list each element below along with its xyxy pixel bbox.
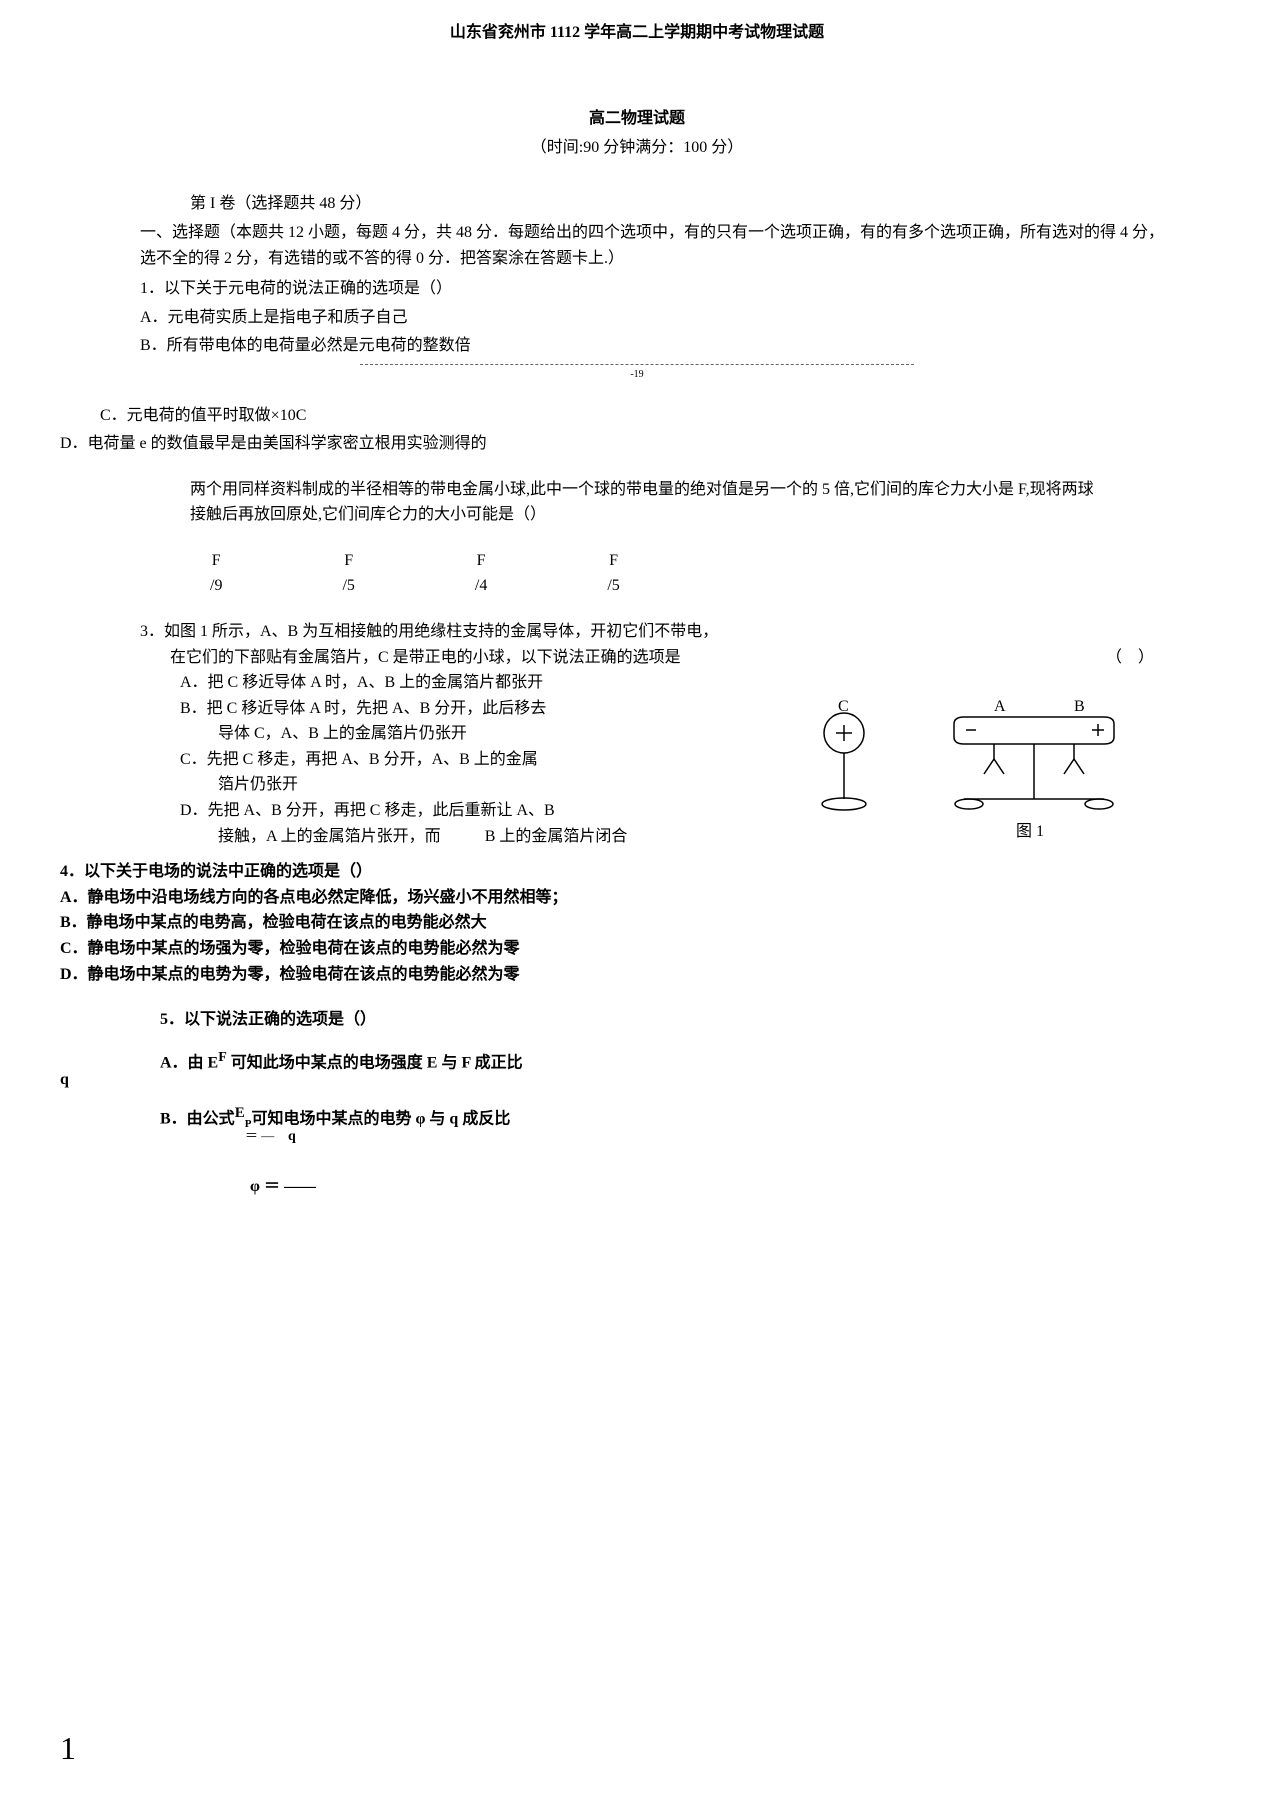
q4-stem: 4．以下关于电场的说法中正确的选项是（） (60, 859, 1214, 885)
divider (360, 364, 914, 365)
q5-q-side: q (60, 1067, 69, 1093)
q1-option-b: B．所有带电体的电荷量必然是元电荷的整数倍 (140, 333, 1174, 359)
q3-option-b2: 导体 C，A、B 上的金属箔片仍张开 (218, 721, 794, 747)
q5b-sup: E (235, 1105, 245, 1121)
q2-opt-4-top: F (609, 548, 618, 574)
q5b-pre: B．由公式 (160, 1110, 235, 1127)
q4-option-c: C．静电场中某点的场强为零，检验电荷在该点的电势能必然为零 (60, 936, 1214, 962)
q5a-pre: A．由 E (160, 1054, 218, 1071)
figure-1: C A B (814, 699, 1134, 819)
q5-option-b: B．由公式EP可知电场中某点的电势 φ 与 q 成反比 ＝ — q (160, 1106, 1214, 1134)
q5a-post: 可知此场中某点的电场强度 E 与 F 成正比 (227, 1054, 523, 1071)
q3-d2-right: B 上的金属箔片闭合 (485, 828, 628, 845)
q3-stem-2: 在它们的下部贴有金属箔片，C 是带正电的小球，以下说法正确的选项是 (170, 645, 794, 671)
q3-block: 3．如图 1 所示，A、B 为互相接触的用绝缘柱支持的金属导体，开初它们不带电，… (60, 619, 1214, 849)
q2-opt-1-bot: /9 (210, 573, 222, 599)
exam-title: 高二物理试题 (60, 106, 1214, 132)
q3-option-d2: 接触，A 上的金属箔片张开，而 B 上的金属箔片闭合 (218, 824, 1214, 850)
q5-option-a: A．由 EF 可知此场中某点的电场强度 E 与 F 成正比 (160, 1047, 1214, 1076)
q3-paren: （ ） (1106, 645, 1154, 671)
q2-opt-3-bot: /4 (475, 573, 487, 599)
fig-label-a: A (994, 699, 1006, 715)
q4-option-d: D．静电场中某点的电势为零，检验电荷在该点的电势能必然为零 (60, 962, 1214, 988)
q5a-sup: F (218, 1050, 227, 1065)
q2-opt-2-top: F (344, 548, 353, 574)
q2-opt-4: F /5 (607, 548, 619, 599)
page-number: 1 (60, 1723, 76, 1774)
q5b-q: q (288, 1126, 296, 1148)
q2-options: F /9 F /5 F /4 F /5 (210, 548, 1214, 599)
q1-sup: -19 (60, 367, 1214, 383)
exam-info: （时间:90 分钟满分：100 分） (60, 135, 1214, 161)
q2-opt-4-bot: /5 (607, 573, 619, 599)
q1-stem: 1．以下关于元电荷的说法正确的选项是（） (140, 276, 1174, 302)
q3-option-c2: 箔片仍张开 (218, 772, 794, 798)
q2-opt-1-top: F (212, 548, 221, 574)
q2-opt-2-bot: /5 (342, 573, 354, 599)
figure-1-label: 图 1 (1016, 819, 1044, 845)
q2-opt-3: F /4 (475, 548, 487, 599)
q4-option-a: A．静电场中沿电场线方向的各点电必然定降低，场兴盛小不用然相等； (60, 885, 1214, 911)
q2-opt-1: F /9 (210, 548, 222, 599)
fig-label-b: B (1074, 699, 1085, 715)
q1-option-d: D．电荷量 e 的数值最早是由美国科学家密立根用实验测得的 (60, 431, 1214, 457)
q5-stem: 5．以下说法正确的选项是（） (160, 1007, 1214, 1033)
q3-option-a: A．把 C 移近导体 A 时，A、B 上的金属箔片都张开 (180, 670, 794, 696)
q4-option-b: B．静电场中某点的电势高，检验电荷在该点的电势能必然大 (60, 910, 1214, 936)
phi-equation: φ ＝ —— (250, 1174, 1214, 1200)
q5b-post: 可知电场中某点的电势 φ 与 q 成反比 (251, 1110, 510, 1127)
q2-stem: 两个用同样资料制成的半径相等的带电金属小球,此中一个球的带电量的绝对值是另一个的… (190, 477, 1094, 528)
section-1-title: 第 I 卷（选择题共 48 分） (190, 191, 1214, 217)
q5b-eq: ＝ — (245, 1126, 274, 1147)
q3-option-c: C．先把 C 移走，再把 A、B 分开，A、B 上的金属 (180, 747, 794, 773)
doc-header: 山东省兖州市 1112 学年高二上学期期中考试物理试题 (60, 20, 1214, 46)
q3-option-d: D．先把 A、B 分开，再把 C 移走，此后重新让 A、B (180, 798, 794, 824)
q1-option-c: C．元电荷的值平时取做×10C (100, 403, 1214, 429)
q2-opt-3-top: F (477, 548, 486, 574)
q1-option-a: A．元电荷实质上是指电子和质子自己 (140, 305, 1174, 331)
instructions: 一、选择题（本题共 12 小题，每题 4 分，共 48 分．每题给出的四个选项中… (140, 220, 1174, 271)
q2-opt-2: F /5 (342, 548, 354, 599)
q3-option-b: B．把 C 移近导体 A 时，先把 A、B 分开，此后移去 (180, 696, 794, 722)
q3-d2-left: 接触，A 上的金属箔片张开，而 (218, 828, 441, 845)
q3-stem-1: 3．如图 1 所示，A、B 为互相接触的用绝缘柱支持的金属导体，开初它们不带电， (140, 619, 1014, 645)
q5-option-a-wrap: A．由 EF 可知此场中某点的电场强度 E 与 F 成正比 q (60, 1047, 1214, 1076)
